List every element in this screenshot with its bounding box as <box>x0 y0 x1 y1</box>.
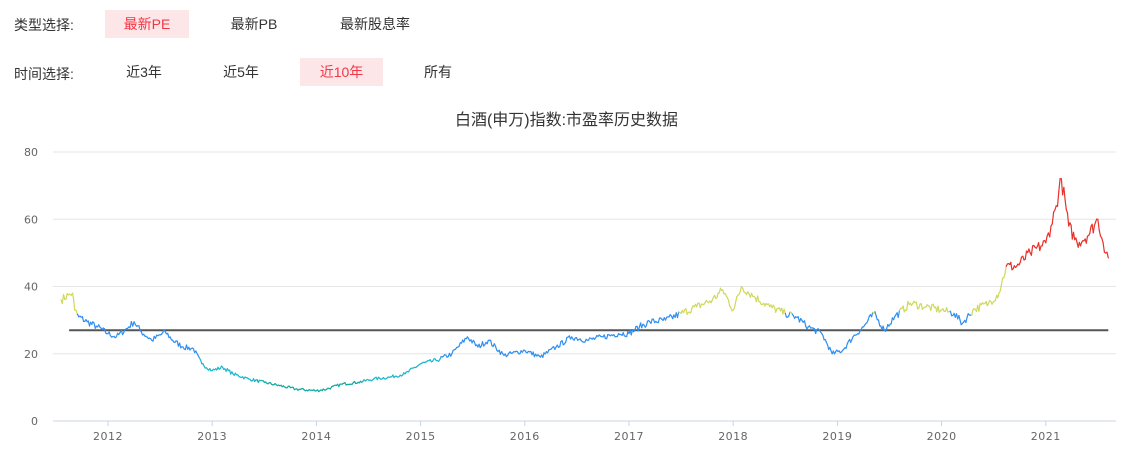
y-tick-label: 40 <box>24 281 38 294</box>
type-option-pb[interactable]: 最新PB <box>230 16 278 32</box>
x-axis: 2012 2013 2014 2015 2016 2017 2018 2019 2020 2021 <box>53 420 1116 443</box>
y-tick-label: 20 <box>24 348 38 361</box>
x-tick-label: 2017 <box>614 430 644 443</box>
y-tick-label: 80 <box>24 146 38 159</box>
x-tick-label: 2014 <box>301 430 331 443</box>
y-tick-label: 0 <box>31 415 38 428</box>
x-tick-label: 2016 <box>510 430 540 443</box>
type-option-dividend-yield[interactable]: 最新股息率 <box>340 16 410 32</box>
y-axis: 0 20 40 60 80 <box>24 146 38 428</box>
x-tick-label: 2021 <box>1031 430 1061 443</box>
x-tick-label: 2012 <box>93 430 123 443</box>
time-option-5y[interactable]: 近5年 <box>223 64 259 80</box>
type-filter-label: 类型选择: <box>14 17 74 33</box>
x-tick-label: 2015 <box>406 430 436 443</box>
time-option-all[interactable]: 所有 <box>424 64 452 80</box>
x-tick-label: 2018 <box>718 430 748 443</box>
chart-title: 白酒(申万)指数:市盈率历史数据 <box>454 112 679 129</box>
grid-lines <box>53 151 1116 355</box>
x-tick-label: 2019 <box>822 430 852 443</box>
y-tick-label: 60 <box>24 213 38 226</box>
x-tick-label: 2020 <box>927 430 957 443</box>
time-filter-label: 时间选择: <box>14 66 74 82</box>
time-option-3y[interactable]: 近3年 <box>126 64 162 80</box>
time-option-10y[interactable]: 近10年 <box>300 58 383 86</box>
pe-series-line <box>60 178 1109 393</box>
x-tick-label: 2013 <box>197 430 227 443</box>
type-option-pe[interactable]: 最新PE <box>105 10 189 38</box>
